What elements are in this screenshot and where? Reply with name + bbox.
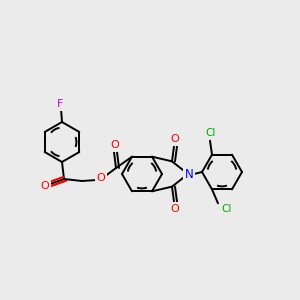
Text: O: O xyxy=(40,181,50,191)
Text: O: O xyxy=(111,140,119,150)
Text: O: O xyxy=(171,204,179,214)
Text: N: N xyxy=(184,167,194,181)
Text: Cl: Cl xyxy=(222,204,232,214)
Text: Cl: Cl xyxy=(206,128,216,138)
Text: O: O xyxy=(97,173,105,183)
Text: F: F xyxy=(57,99,63,109)
Text: O: O xyxy=(171,134,179,144)
